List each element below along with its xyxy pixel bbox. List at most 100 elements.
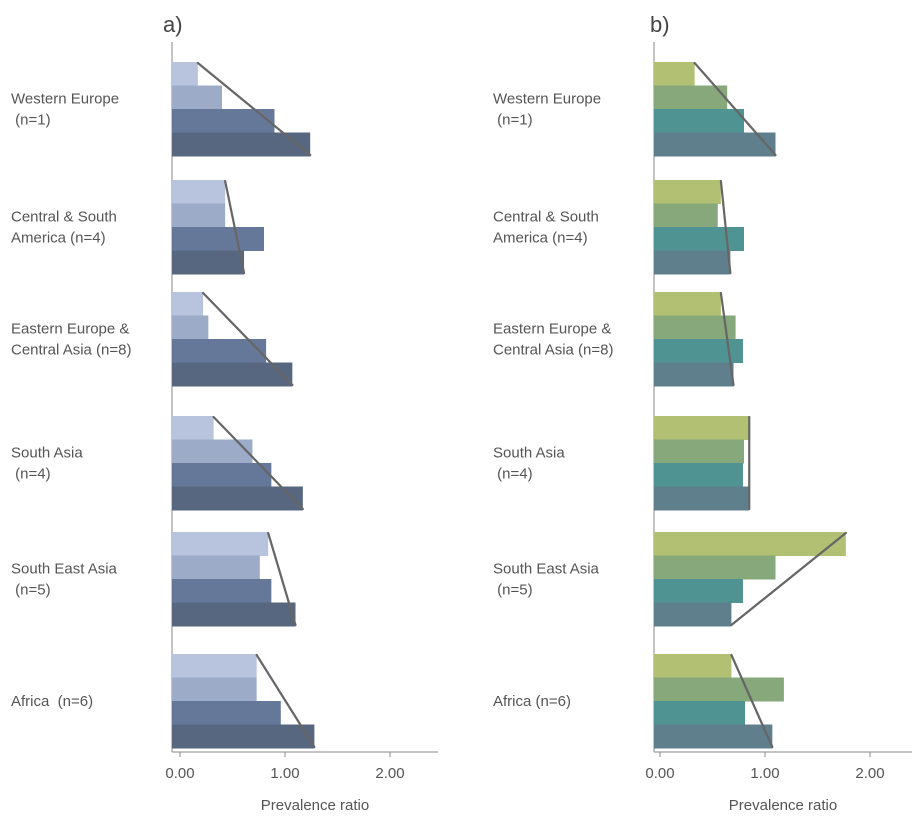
category-label: Eastern Europe & Central Asia (n=8) (11, 321, 131, 359)
category-label-line: (n=1) (11, 112, 51, 129)
bar (654, 292, 721, 316)
bar (654, 677, 784, 702)
category-label-line: America (n=4) (11, 230, 106, 247)
x-axis-title: Prevalence ratio (261, 797, 369, 814)
trend-line (693, 61, 777, 157)
bar-group-2 (172, 179, 264, 275)
bar (172, 579, 272, 603)
category-label: Central & South America (n=4) (493, 209, 599, 247)
bar (654, 109, 744, 133)
category-label-line: Western Europe (493, 91, 601, 108)
trend-line (730, 653, 774, 749)
bar (172, 724, 315, 749)
bar (172, 227, 264, 251)
bar-group-1 (172, 61, 312, 157)
category-label: South Asia (n=4) (11, 445, 83, 483)
category-label: Africa (n=6) (493, 693, 571, 710)
category-label-line: (n=1) (493, 112, 533, 129)
bar (654, 203, 718, 228)
bar (654, 315, 736, 340)
bar-group-6 (654, 653, 784, 749)
category-label: South Asia (n=4) (493, 445, 565, 483)
bar (654, 486, 750, 511)
x-tick-label: 2.00 (855, 765, 884, 782)
bar (172, 486, 303, 511)
bar (654, 532, 846, 556)
trend-line (719, 179, 732, 275)
bar-group-2 (654, 179, 744, 275)
category-label-line: South East Asia (11, 561, 118, 578)
trend-line (224, 179, 246, 275)
bar-group-1 (654, 61, 777, 157)
x-tick-label: 2.00 (375, 765, 404, 782)
category-label: Eastern Europe & Central Asia (n=8) (493, 321, 613, 359)
trend-line (267, 531, 297, 627)
category-label-line: Central Asia (n=8) (11, 342, 131, 359)
bar (172, 180, 226, 204)
bar-group-5 (654, 531, 847, 627)
panel-label-a: a) (163, 12, 183, 37)
category-label-line: America (n=4) (493, 230, 588, 247)
bar (654, 555, 776, 580)
bar (172, 62, 198, 86)
bar-group-6 (172, 653, 316, 749)
bar (172, 555, 260, 580)
bar (654, 362, 734, 387)
bar-group-4 (172, 415, 304, 511)
bar (172, 701, 281, 725)
category-label-line: Central Asia (n=8) (493, 342, 613, 359)
category-label-line: Africa (n=6) (11, 693, 93, 710)
category-label-line: Africa (n=6) (493, 693, 571, 710)
bar (172, 532, 269, 556)
x-tick-label: 0.00 (165, 765, 194, 782)
bar (654, 654, 732, 678)
bar (172, 654, 257, 678)
category-label-line: South Asia (493, 445, 565, 462)
trend-line (202, 291, 294, 387)
category-label-line: Eastern Europe & (11, 321, 129, 338)
bar (654, 250, 731, 275)
bar-group-3 (172, 291, 294, 387)
category-label-line: (n=4) (11, 466, 51, 483)
bar (654, 62, 695, 86)
category-label-line: South East Asia (493, 561, 600, 578)
bar (654, 227, 744, 251)
bar (654, 416, 750, 440)
bar (654, 180, 721, 204)
x-tick-label: 1.00 (270, 765, 299, 782)
category-label-line: Eastern Europe & (493, 321, 611, 338)
category-label-line: Central & South (493, 209, 599, 226)
bar (654, 132, 776, 157)
bar (172, 203, 226, 228)
bar (172, 416, 214, 440)
bar (654, 463, 743, 487)
bar (172, 602, 296, 627)
bar (172, 292, 204, 316)
category-label: South East Asia (n=5) (493, 561, 600, 599)
bar-group-5 (172, 531, 297, 627)
x-axis-title: Prevalence ratio (729, 797, 837, 814)
bar (172, 250, 245, 275)
category-label-line: Western Europe (11, 91, 119, 108)
category-label: Africa (n=6) (11, 693, 93, 710)
bar (172, 677, 257, 702)
panel-b: b) Western Europe (n=1) Central & South Ame… (493, 12, 912, 814)
bar (654, 701, 746, 725)
trend-line (212, 415, 304, 511)
bar (172, 315, 209, 340)
category-label: Western Europe (n=1) (493, 91, 601, 129)
category-label: Western Europe (n=1) (11, 91, 119, 129)
panel-a: a) Western Europe (n=1) Central & South Ame… (11, 12, 438, 814)
category-label: South East Asia (n=5) (11, 561, 118, 599)
category-label-line: (n=4) (493, 466, 533, 483)
bar-group-4 (654, 415, 751, 511)
trend-line (196, 61, 312, 157)
bar (172, 463, 272, 487)
category-label-line: (n=5) (11, 582, 51, 599)
bar (172, 362, 293, 387)
bar (654, 439, 744, 464)
category-label-line: (n=5) (493, 582, 533, 599)
trend-line (730, 531, 847, 627)
category-label-line: South Asia (11, 445, 83, 462)
category-label: Central & South America (n=4) (11, 209, 117, 247)
